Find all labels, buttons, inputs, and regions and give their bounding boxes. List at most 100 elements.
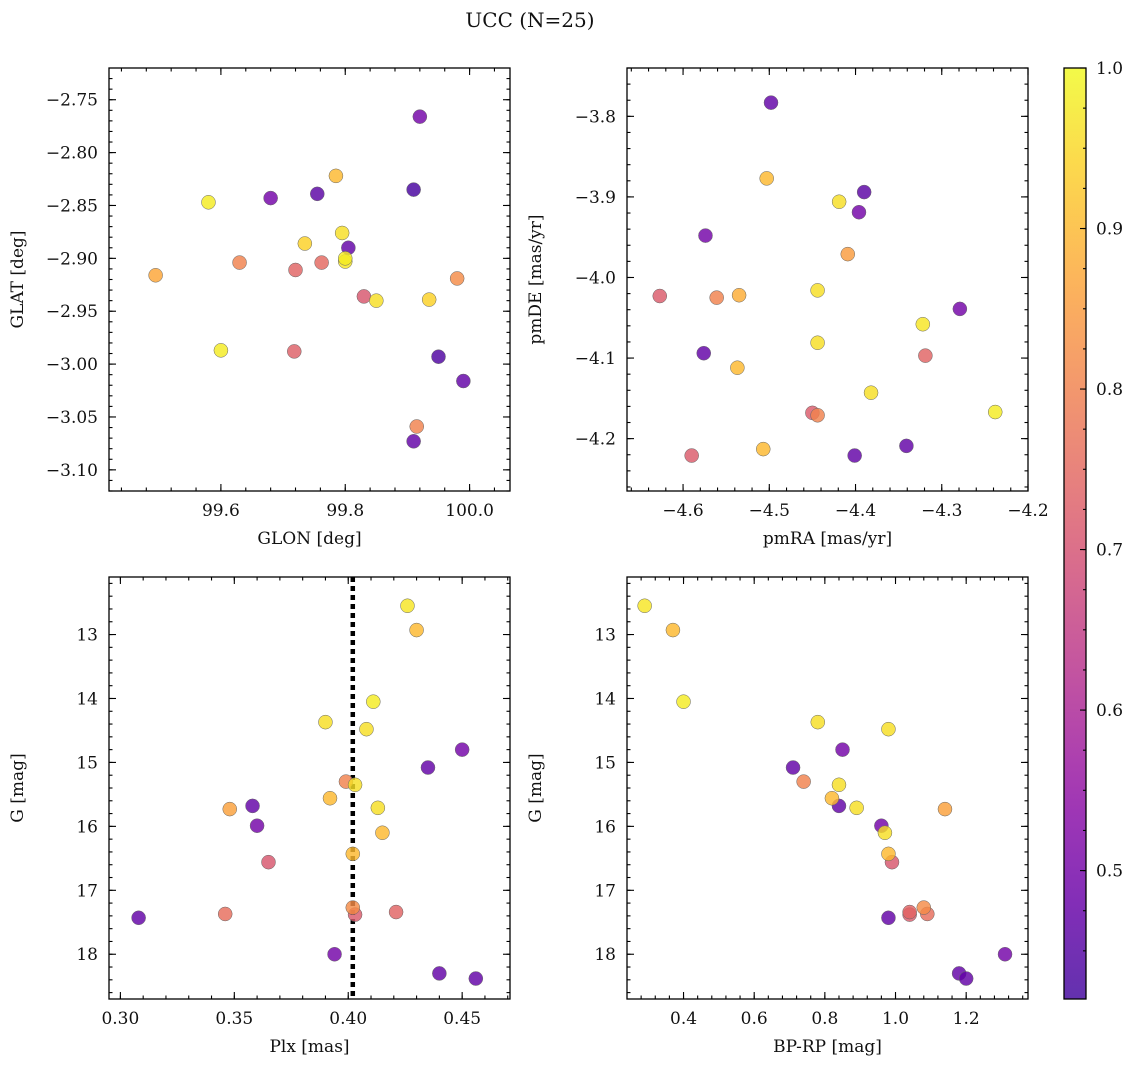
data-point [148, 268, 163, 283]
data-point [456, 373, 471, 389]
data-point [288, 262, 303, 278]
axes-frame [108, 576, 511, 1000]
y-tick-label: −3.9 [575, 188, 616, 208]
colorbar-tick-label: 1.0 [1096, 59, 1123, 79]
panel-plx-g: 0.30 0.35 0.40 0.45 13 14 15 16 17 18 Plx [mas] G [… [8, 576, 511, 1057]
y-axis-label: pmDE [mas/yr] [526, 214, 546, 344]
data-point [297, 236, 313, 251]
panel-glon-glat: 99.6 99.8 100.0 −2.75 −2.80 −2.85 −2.90 −2.95 −3… [8, 67, 511, 549]
y-tick-label: 14 [76, 689, 98, 709]
data-point [952, 301, 968, 317]
data-point [881, 846, 896, 862]
data-point [918, 348, 933, 363]
data-point [261, 854, 276, 870]
data-point [366, 694, 381, 709]
data-point [359, 721, 374, 737]
data-point [997, 946, 1013, 962]
colorbar-gradient [1064, 68, 1086, 999]
data-point [831, 777, 847, 793]
data-point [388, 904, 404, 920]
data-point [334, 225, 350, 241]
panel-pmra-pmde: −4.6 −4.5 −4.4 −4.3 −4.2 −3.8 −3.9 −4.0 −4.1 −4.2… [526, 67, 1049, 549]
data-point [810, 283, 825, 298]
x-tick-label: 1.2 [953, 1009, 980, 1029]
data-point [676, 694, 691, 709]
data-point [328, 168, 344, 184]
data-point [915, 316, 931, 332]
data-point [432, 966, 447, 981]
data-point [731, 287, 747, 303]
y-tick-label: −4.0 [575, 268, 616, 288]
x-tick-label: 0.45 [443, 1009, 481, 1029]
data-point [831, 194, 847, 209]
data-point [810, 335, 825, 350]
data-point [327, 946, 342, 962]
data-point [698, 228, 713, 243]
x-tick-label: 0.30 [101, 1009, 139, 1029]
y-axis-label: G [mag] [8, 753, 28, 822]
y-tick-label: −4.2 [575, 430, 616, 450]
data-point [785, 760, 801, 775]
y-tick-label: 13 [76, 626, 98, 646]
data-point [345, 900, 361, 915]
y-tick-label: 13 [594, 626, 616, 646]
data-point [849, 800, 864, 816]
x-tick-label: 0.35 [215, 1009, 253, 1029]
data-point [756, 441, 771, 457]
x-tick-label: 1.0 [882, 1009, 909, 1029]
x-axis-label: Plx [mas] [269, 1037, 349, 1057]
colorbar-tick-label: 0.7 [1096, 541, 1123, 561]
y-tick-label: −2.95 [46, 302, 98, 322]
x-axis-label: pmRA [mas/yr] [763, 529, 892, 549]
data-point [369, 293, 384, 308]
y-tick-label: 14 [594, 689, 616, 709]
colorbar-tick-label: 0.6 [1096, 701, 1123, 721]
y-tick-label: 16 [594, 817, 616, 837]
data-point [835, 742, 850, 757]
x-axis-label: BP-RP [mag] [773, 1037, 882, 1057]
data-point [454, 742, 470, 757]
data-point [245, 798, 260, 814]
x-tick-label: 0.6 [741, 1009, 768, 1029]
y-tick-label: −2.80 [46, 144, 98, 164]
data-point [412, 109, 428, 124]
colorbar-tick-label: 0.9 [1096, 220, 1123, 240]
data-point [420, 760, 436, 775]
data-point [201, 195, 216, 210]
data-point [356, 289, 372, 304]
y-tick-label: −2.75 [46, 91, 98, 111]
y-tick-label: −3.05 [46, 408, 98, 428]
data-point [409, 419, 424, 434]
data-point [665, 622, 681, 638]
data-point [217, 906, 233, 922]
y-axis-label: G [mag] [526, 753, 546, 822]
data-point [652, 288, 668, 304]
y-tick-label: −4.1 [575, 349, 616, 369]
x-tick-label: 0.40 [329, 1009, 367, 1029]
data-point [902, 904, 917, 920]
data-point [263, 190, 278, 206]
data-point [810, 714, 826, 730]
x-tick-label: −4.4 [835, 501, 876, 521]
data-point [881, 721, 896, 737]
data-point [730, 360, 745, 375]
y-tick-label: 17 [594, 881, 616, 901]
figure-title: UCC (N=25) [465, 8, 594, 32]
panel-bprp-g: 0.4 0.6 0.8 1.0 1.2 13 14 15 16 17 18 BP-RP [mag] G … [526, 576, 1029, 1057]
points [652, 95, 1003, 463]
data-point [763, 95, 779, 110]
axes-frame [626, 67, 1029, 492]
y-tick-label: 15 [594, 753, 616, 773]
data-point [468, 971, 484, 986]
data-point [851, 204, 867, 220]
data-point [347, 777, 363, 793]
data-point [684, 448, 699, 463]
y-tick-label: −2.85 [46, 196, 98, 216]
data-point [759, 171, 774, 186]
x-tick-label: 99.8 [326, 501, 364, 521]
data-point [899, 438, 914, 454]
y-tick-label: 15 [76, 753, 98, 773]
scatter-panels: 99.6 99.8 100.0 −2.75 −2.80 −2.85 −2.90 −2.95 −3… [8, 67, 1049, 1057]
x-tick-label: 0.8 [811, 1009, 838, 1029]
